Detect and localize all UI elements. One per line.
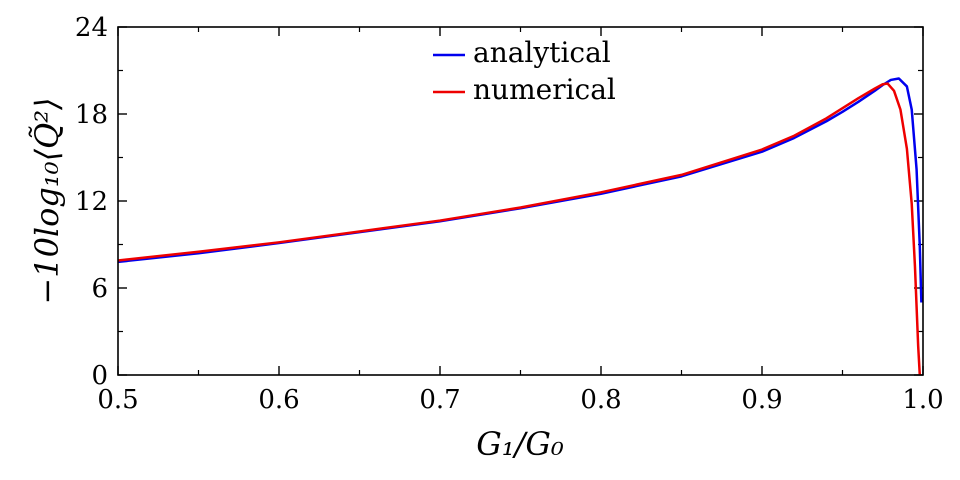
x-tick-label: 0.7 [419,385,460,415]
y-tick-label: 6 [91,274,108,304]
legend-label-numerical: numerical [473,73,616,106]
tick-labels: 0.5 0.6 0.7 0.8 0.9 1.0 0 6 12 18 24 [75,13,944,415]
y-tick-label: 0 [91,361,108,391]
x-tick-label: 0.5 [97,385,138,415]
legend-label-analytical: analytical [473,36,611,69]
x-tick-label: 0.8 [580,385,621,415]
y-axis-label: −10log₁₀⟨Q̃²⟩ [28,97,66,304]
x-axis-label: G₁/G₀ [476,425,564,463]
y-tick-label: 12 [75,187,108,217]
x-tick-label: 0.6 [258,385,299,415]
x-tick-label: 0.9 [741,385,782,415]
series-line-numerical [117,82,922,376]
legend: analytical numerical [433,36,616,106]
x-tick-label: 1.0 [902,385,943,415]
series-lines [117,77,923,376]
y-tick-label: 24 [75,13,108,43]
y-tick-label: 18 [75,100,108,130]
plot-frame [117,26,924,376]
